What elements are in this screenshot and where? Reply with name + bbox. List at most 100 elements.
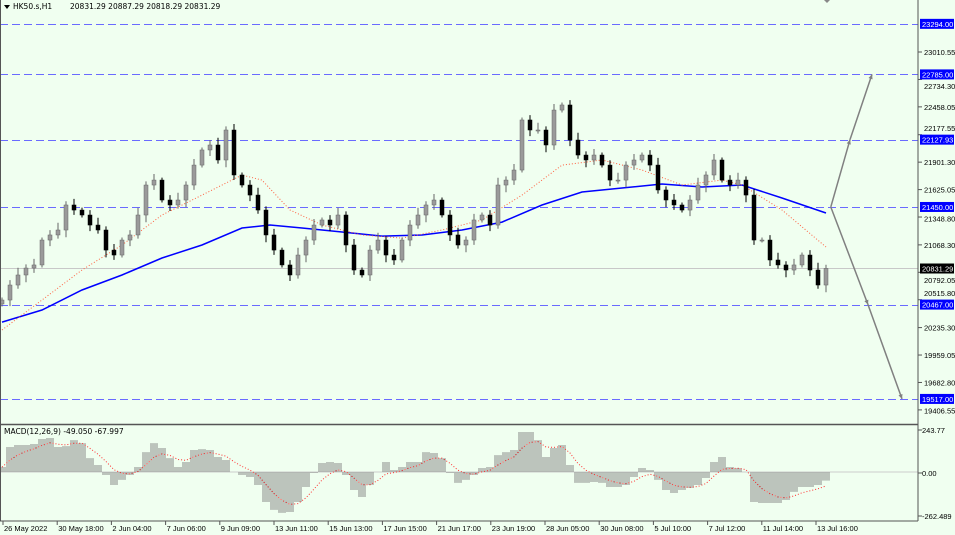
level-price-label: 19517.00 <box>922 395 953 404</box>
time-tick-label: 7 Jul 12:00 <box>709 524 746 533</box>
projection-down-segment <box>867 304 903 400</box>
bear-candle <box>599 154 605 166</box>
arrowhead-icon <box>898 393 903 399</box>
bear-candle <box>743 179 749 196</box>
bear-candle <box>679 204 685 211</box>
price-tick-label: 21068.30 <box>924 241 955 250</box>
arrowhead-icon <box>864 299 869 305</box>
price-tick-label: 21348.80 <box>924 214 955 223</box>
bull-candle <box>15 274 21 286</box>
chart-shift-marker-icon[interactable] <box>824 0 830 3</box>
bull-candle <box>335 214 341 226</box>
time-tick-label: 28 Jun 05:00 <box>546 524 589 533</box>
time-tick-label: 5 Jul 10:00 <box>654 524 691 533</box>
bear-candle <box>279 249 285 266</box>
price-tick-label: 21901.30 <box>924 158 955 167</box>
arrowhead-icon <box>868 74 873 80</box>
bull-candle <box>519 119 525 171</box>
level-price-label-bg <box>920 201 954 212</box>
bear-candle <box>79 209 85 216</box>
level-price-label: 23294.00 <box>922 20 953 29</box>
level-price-label-bg <box>920 134 954 145</box>
horizontal-levels <box>0 24 918 400</box>
bull-candle <box>199 149 205 166</box>
bull-candle <box>495 184 501 226</box>
bull-candle <box>463 239 469 246</box>
price-axis: 23010.55 22734.30 22458.05 22177.55 21901.30… <box>918 18 955 521</box>
time-tick-label: 9 Jun 09:00 <box>221 524 260 533</box>
bear-candle <box>455 234 461 246</box>
bear-candle <box>767 239 773 261</box>
bear-candle <box>231 129 237 176</box>
bull-candle <box>415 214 421 226</box>
price-tick-label: 22177.55 <box>924 124 955 133</box>
bull-candle <box>143 184 149 216</box>
bear-candle <box>71 204 77 211</box>
bear-candle <box>447 214 453 236</box>
bear-candle <box>655 164 661 191</box>
bull-candle <box>799 254 805 266</box>
bear-candle <box>575 139 581 156</box>
time-tick-label: 23 Jun 19:00 <box>492 524 535 533</box>
level-price-label-bg <box>920 18 954 29</box>
time-tick-label: 30 Jun 08:00 <box>600 524 643 533</box>
time-tick-label: 15 Jun 13:00 <box>329 524 372 533</box>
price-tick-label: 22734.30 <box>924 82 955 91</box>
current-price-label-bg <box>920 263 954 274</box>
price-tick-label: 19406.55 <box>924 406 955 415</box>
bear-candle <box>351 244 357 271</box>
bear-candle <box>215 144 221 161</box>
bull-candle <box>311 224 317 241</box>
bear-candle <box>255 194 261 211</box>
level-price-label: 21450.00 <box>922 203 953 212</box>
bull-candle <box>375 239 381 251</box>
bear-candle <box>527 119 533 131</box>
level-price-label-bg <box>920 299 954 310</box>
bear-candle <box>95 224 101 231</box>
fast-moving-average-line <box>1 159 827 331</box>
level-price-label: 20467.00 <box>922 301 953 310</box>
macd-signal-line <box>1 441 827 505</box>
projection-down-segment <box>830 206 869 305</box>
bull-candle <box>687 199 693 211</box>
dropdown-triangle-icon[interactable] <box>4 5 10 9</box>
bear-candle <box>263 209 269 236</box>
bear-candle <box>663 189 669 201</box>
bull-candle <box>295 254 301 276</box>
bear-candle <box>111 249 117 256</box>
bull-candle <box>615 179 621 182</box>
bull-candle <box>207 144 213 151</box>
bear-candle <box>583 154 589 161</box>
price-tick-label: 20235.30 <box>924 324 955 333</box>
bear-candle <box>239 174 245 186</box>
moving-averages <box>1 159 827 331</box>
bear-candle <box>391 254 397 261</box>
bear-candle <box>159 179 165 201</box>
bull-candle <box>407 224 413 241</box>
bear-candle <box>87 214 93 226</box>
bull-candle <box>479 214 485 221</box>
bull-candle <box>175 199 181 206</box>
level-price-label-bg <box>920 69 954 80</box>
bear-candle <box>751 194 757 241</box>
price-tick-label: 23010.55 <box>924 48 955 57</box>
bull-candle <box>711 159 717 176</box>
bear-candle <box>103 229 109 251</box>
level-price-label: 22127.93 <box>922 136 953 145</box>
projection-up-segment <box>849 74 873 140</box>
bull-candle <box>759 239 765 242</box>
projection-arrows <box>830 74 903 400</box>
bear-candle <box>343 214 349 246</box>
bull-candle <box>55 229 61 236</box>
bull-candle <box>31 264 37 269</box>
bull-candle <box>639 154 645 161</box>
bull-candle <box>119 239 125 256</box>
bear-candle <box>167 199 173 206</box>
time-tick-label: 26 May 2022 <box>4 524 47 533</box>
symbol-label: HK50.s,H1 <box>13 2 52 11</box>
bull-candle <box>135 214 141 236</box>
time-axis: 26 May 2022 30 May 18:00 2 Jun 04:00 7 Jun … <box>2 521 858 533</box>
bull-candle <box>559 104 565 111</box>
bull-candle <box>39 239 45 266</box>
